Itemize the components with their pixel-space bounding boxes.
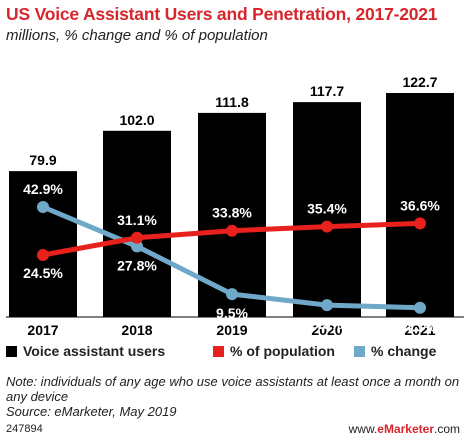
bar-2021 <box>386 93 454 317</box>
legend-item-users: Voice assistant users <box>6 343 165 359</box>
change-series-point <box>226 288 238 301</box>
change-series-point <box>414 301 426 314</box>
x-tick-label: 2020 <box>311 322 342 338</box>
population-series-point <box>37 249 49 261</box>
population-series-point <box>321 220 333 233</box>
bar-value-label: 117.7 <box>310 83 344 99</box>
chart-subtitle: millions, % change and % of population <box>6 27 268 44</box>
site-brand: eMarketer <box>377 422 434 436</box>
bar-value-label: 111.8 <box>215 94 249 110</box>
change-data-label: 42.9% <box>23 181 63 197</box>
change-data-label: 4.3% <box>404 319 436 335</box>
population-data-label: 33.8% <box>212 205 252 221</box>
chart-note: Note: individuals of any age who use voi… <box>6 374 461 419</box>
site-suffix: .com <box>433 422 460 436</box>
change-series-point <box>321 299 333 312</box>
bar-2018 <box>103 130 171 317</box>
population-data-label: 35.4% <box>307 201 347 217</box>
population-series-point <box>226 224 238 237</box>
chart-title: US Voice Assistant Users and Penetration… <box>6 4 438 24</box>
bar-value-label: 122.7 <box>402 74 437 90</box>
chart-svg: 79.9 102.0 111.8 117.7 122.7 2017 2018 2019 2020… <box>6 74 464 338</box>
x-tick-label: 2021 <box>404 322 435 338</box>
population-data-label: 36.6% <box>400 197 440 213</box>
legend-item-change: % change <box>354 343 436 359</box>
change-data-label: 9.5% <box>216 305 248 321</box>
legend-item-population: % of population <box>213 343 335 359</box>
chart-id: 247894 <box>6 423 43 435</box>
legend-swatch-users <box>6 345 17 357</box>
site-credit: www.eMarketer.com <box>349 422 460 436</box>
change-data-label: 27.8% <box>117 257 157 273</box>
x-tick-label: 2017 <box>27 322 58 338</box>
note-text: Note: individuals of any age who use voi… <box>6 374 460 404</box>
x-tick-label: 2019 <box>216 322 247 338</box>
population-data-label: 31.1% <box>117 212 157 228</box>
legend-swatch-population <box>213 345 224 357</box>
bar-value-label: 102.0 <box>119 112 154 128</box>
x-tick-label: 2018 <box>121 322 152 338</box>
legend-swatch-change <box>354 345 365 357</box>
legend-label-users: Voice assistant users <box>23 343 166 359</box>
change-data-label: 5.3% <box>311 316 343 332</box>
change-series-point <box>131 240 143 253</box>
change-series-point <box>37 201 49 213</box>
legend-label-change: % change <box>371 343 437 359</box>
legend: Voice assistant users % of population % … <box>0 343 470 363</box>
bar-2020 <box>293 102 361 317</box>
population-data-label: 24.5% <box>23 265 63 281</box>
site-prefix: www. <box>348 422 378 436</box>
population-series-point <box>131 231 143 244</box>
legend-label-population: % of population <box>230 343 335 359</box>
source-text: Source: eMarketer, May 2019 <box>6 404 177 419</box>
bar-value-label: 79.9 <box>29 152 56 168</box>
bar-2017 <box>9 171 77 317</box>
population-series-point <box>414 217 426 230</box>
